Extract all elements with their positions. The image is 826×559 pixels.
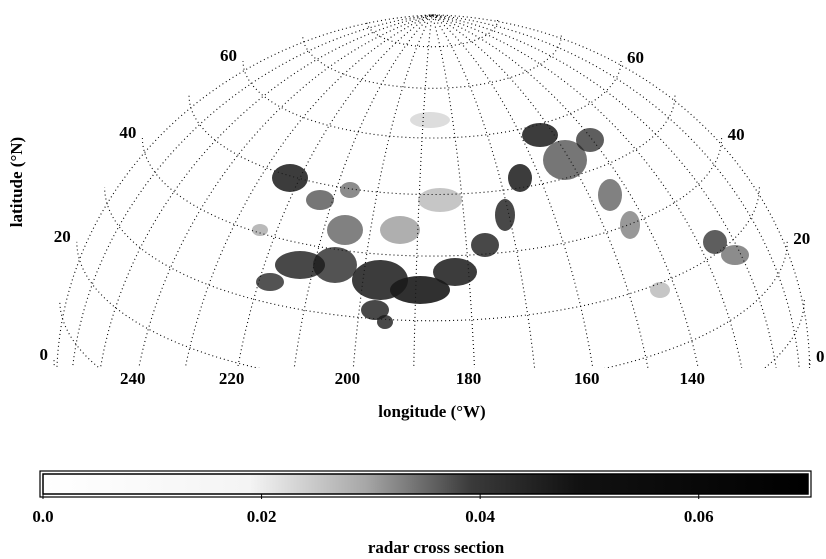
x-tick-label: 180 xyxy=(456,369,482,388)
y-tick-label: 60 xyxy=(220,46,237,65)
y-tick-label: 40 xyxy=(119,123,136,142)
graticule-line xyxy=(302,35,562,89)
graticule-line xyxy=(431,14,536,368)
grid-line xyxy=(237,14,433,368)
graticule-line xyxy=(99,14,433,368)
x-tick-label: 220 xyxy=(219,369,245,388)
graticule-line xyxy=(365,20,499,48)
graticule-line xyxy=(431,14,649,368)
grid-line xyxy=(431,14,476,368)
graticule-line xyxy=(72,14,433,368)
graticule xyxy=(53,14,811,368)
graticule-line xyxy=(188,95,676,196)
x-axis-label: longitude (°W) xyxy=(378,402,485,421)
x-tick-label: 240 xyxy=(120,369,146,388)
colorbar-frame xyxy=(39,470,812,498)
y-tick-label: 0 xyxy=(40,345,49,364)
graticule-line xyxy=(413,14,433,368)
graticule-line xyxy=(431,14,777,368)
colorbar xyxy=(42,473,809,495)
colorbar-label: radar cross section xyxy=(368,538,505,557)
graticule-line xyxy=(431,14,811,368)
graticule-line xyxy=(431,14,743,368)
y-tick-label: 40 xyxy=(728,125,745,144)
colorbar-tick-label: 0.02 xyxy=(247,507,277,526)
labels: 0 0 20 20 40 40 60 60 240 220 200 180 160 140 xyxy=(40,46,825,388)
graticule-line xyxy=(56,14,433,368)
radar-echoes xyxy=(252,112,749,329)
y-tick-label: 0 xyxy=(816,347,825,366)
graticule-line xyxy=(431,14,800,368)
grid-line xyxy=(76,241,788,368)
y-tick-label: 20 xyxy=(793,229,810,248)
colorbar-tick-label: 0.0 xyxy=(32,507,53,526)
colorbar-tick-label: 0.06 xyxy=(684,507,714,526)
x-tick-label: 160 xyxy=(574,369,600,388)
colorbar-tick-label: 0.04 xyxy=(465,507,495,526)
y-tick-label: 20 xyxy=(54,227,71,246)
x-tick-label: 140 xyxy=(679,369,705,388)
colorbar-ticks: 0.0 0.02 0.04 0.06 xyxy=(32,494,714,526)
grid-line xyxy=(242,61,622,139)
x-tick-label: 200 xyxy=(335,369,361,388)
y-tick-label: 60 xyxy=(627,48,644,67)
y-axis-label: latitude (°N) xyxy=(7,137,26,227)
graticule-line xyxy=(184,14,433,368)
